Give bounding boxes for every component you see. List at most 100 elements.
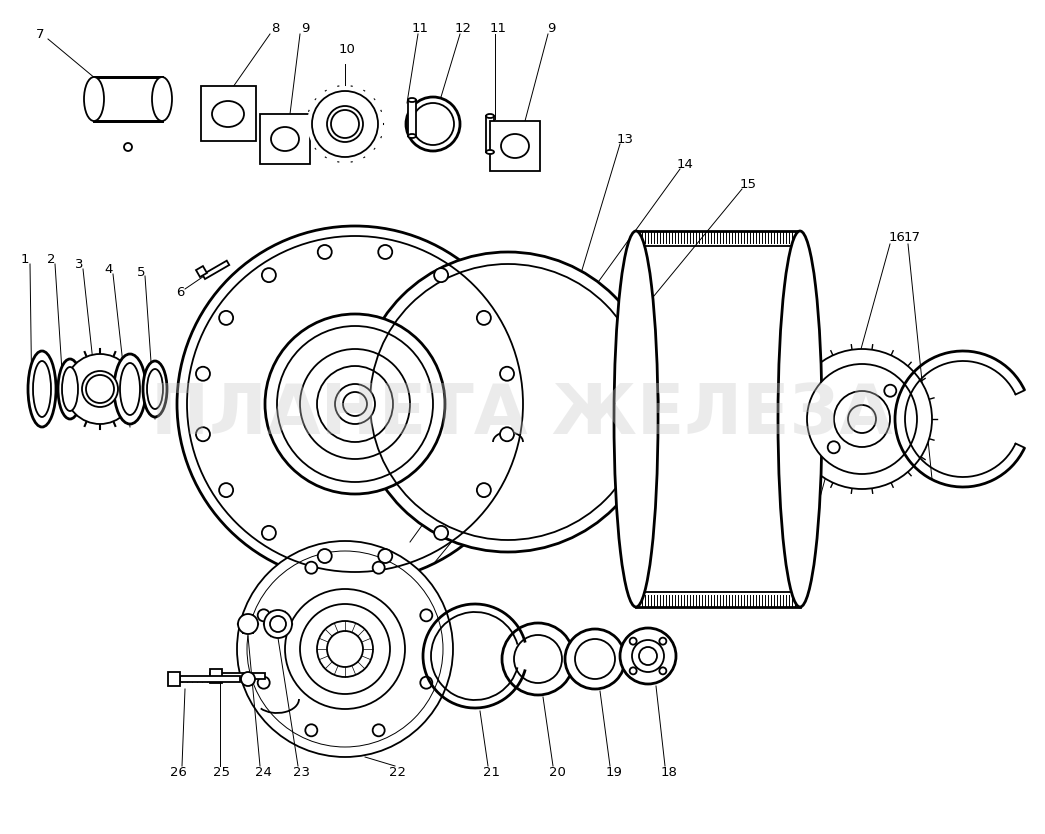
- Text: 12: 12: [455, 22, 471, 34]
- Circle shape: [258, 610, 270, 621]
- Circle shape: [318, 245, 331, 259]
- Text: 11: 11: [412, 22, 428, 34]
- Bar: [210, 669, 222, 683]
- Circle shape: [262, 268, 276, 282]
- Circle shape: [82, 371, 118, 407]
- Text: 4: 4: [104, 263, 113, 275]
- Circle shape: [265, 314, 445, 494]
- Circle shape: [219, 483, 233, 497]
- Circle shape: [238, 614, 258, 634]
- Circle shape: [331, 110, 359, 138]
- Bar: [486, 116, 494, 152]
- Circle shape: [65, 354, 135, 424]
- Circle shape: [807, 364, 918, 474]
- Circle shape: [407, 97, 460, 151]
- Circle shape: [124, 143, 132, 151]
- Text: 11: 11: [489, 22, 507, 34]
- Circle shape: [241, 672, 255, 686]
- Text: 8: 8: [271, 22, 279, 34]
- Text: 19: 19: [605, 766, 623, 778]
- Text: 23: 23: [294, 766, 310, 778]
- Text: 21: 21: [484, 766, 501, 778]
- Circle shape: [378, 549, 392, 563]
- Ellipse shape: [501, 134, 529, 158]
- Bar: [94, 77, 162, 121]
- Circle shape: [434, 526, 448, 540]
- Circle shape: [264, 610, 292, 638]
- Ellipse shape: [486, 150, 494, 154]
- Bar: [196, 266, 207, 277]
- Text: 25: 25: [213, 766, 231, 778]
- Bar: [490, 121, 540, 171]
- Circle shape: [358, 252, 658, 552]
- Text: 18: 18: [660, 766, 677, 778]
- Circle shape: [258, 676, 270, 689]
- Circle shape: [477, 311, 491, 325]
- Circle shape: [327, 106, 363, 142]
- Text: 16: 16: [888, 230, 905, 244]
- Bar: [210, 673, 265, 679]
- Circle shape: [343, 392, 367, 416]
- Circle shape: [834, 391, 890, 447]
- Text: 9: 9: [301, 22, 309, 34]
- Circle shape: [502, 623, 574, 695]
- Circle shape: [500, 367, 514, 381]
- Circle shape: [312, 91, 378, 157]
- Ellipse shape: [408, 98, 416, 102]
- Circle shape: [412, 103, 454, 145]
- Circle shape: [318, 549, 331, 563]
- Circle shape: [307, 86, 384, 162]
- Circle shape: [86, 375, 114, 403]
- Circle shape: [434, 268, 448, 282]
- Circle shape: [305, 724, 318, 736]
- Ellipse shape: [33, 361, 51, 417]
- Text: ПЛАНЕТА ЖЕЛЕЗА: ПЛАНЕТА ЖЕЛЕЗА: [152, 380, 892, 448]
- Text: 6: 6: [176, 285, 184, 299]
- Ellipse shape: [62, 367, 78, 411]
- Text: 3: 3: [75, 258, 84, 270]
- Circle shape: [565, 629, 625, 689]
- Text: 26: 26: [169, 766, 186, 778]
- Circle shape: [420, 676, 433, 689]
- Circle shape: [630, 667, 636, 675]
- Text: 9: 9: [547, 22, 555, 34]
- Text: 5: 5: [137, 265, 145, 279]
- Circle shape: [847, 405, 876, 433]
- Ellipse shape: [120, 363, 140, 415]
- Bar: [260, 114, 310, 164]
- Circle shape: [420, 610, 433, 621]
- Ellipse shape: [114, 354, 146, 424]
- Circle shape: [884, 384, 897, 397]
- Circle shape: [237, 541, 452, 757]
- Text: 2: 2: [47, 253, 55, 265]
- Circle shape: [792, 349, 932, 489]
- Text: 13: 13: [617, 133, 633, 145]
- Circle shape: [335, 384, 375, 424]
- Text: 10: 10: [339, 43, 355, 56]
- Ellipse shape: [486, 114, 494, 118]
- Circle shape: [177, 226, 533, 582]
- Bar: [408, 100, 416, 136]
- Circle shape: [196, 367, 210, 381]
- Bar: [168, 672, 180, 686]
- Circle shape: [196, 427, 210, 441]
- Text: 7: 7: [36, 28, 44, 41]
- Bar: [203, 261, 229, 279]
- Circle shape: [373, 724, 385, 736]
- Ellipse shape: [147, 369, 163, 409]
- Ellipse shape: [408, 134, 416, 138]
- Text: 14: 14: [676, 158, 694, 170]
- Circle shape: [262, 526, 276, 540]
- Ellipse shape: [28, 351, 56, 427]
- Ellipse shape: [212, 101, 243, 127]
- Circle shape: [373, 561, 385, 574]
- Circle shape: [659, 667, 667, 675]
- Text: 17: 17: [904, 230, 921, 244]
- Circle shape: [500, 427, 514, 441]
- Circle shape: [828, 441, 840, 454]
- Ellipse shape: [152, 77, 172, 121]
- Ellipse shape: [271, 127, 299, 151]
- Bar: [201, 86, 256, 141]
- Bar: [180, 676, 240, 682]
- Text: 15: 15: [740, 178, 757, 190]
